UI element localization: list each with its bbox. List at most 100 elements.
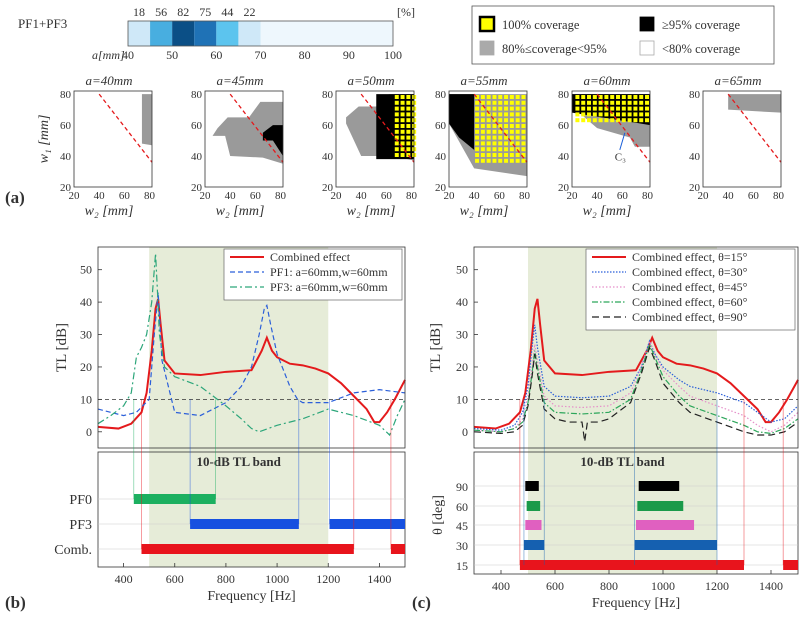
- yellow-cell: [521, 152, 526, 157]
- map-y-tick: 40: [322, 151, 334, 163]
- yellow-cell: [616, 100, 621, 105]
- yellow-cell: [400, 152, 405, 157]
- yellow-cell: [492, 112, 497, 117]
- yellow-cell: [498, 129, 503, 134]
- gray-region: [728, 94, 781, 113]
- strip-cell: [150, 21, 173, 46]
- coverage-legend-label: <80% coverage: [662, 42, 741, 56]
- yellow-cell: [486, 118, 491, 123]
- y-tick-label: 30: [80, 328, 92, 342]
- yellow-cell: [598, 118, 603, 123]
- yellow-cell: [616, 94, 621, 99]
- yellow-cell: [504, 94, 509, 99]
- band-bar: [523, 540, 545, 550]
- map-title: a=40mm: [85, 73, 132, 88]
- map-title: a=65mm: [714, 73, 761, 88]
- yellow-cell: [480, 152, 485, 157]
- yellow-cell: [509, 141, 514, 146]
- map-x-tick: 40: [94, 190, 106, 202]
- yellow-cell: [509, 135, 514, 140]
- coverage-legend-items: 100% coverage ≥95% coverage 80%≤coverage<9…: [478, 15, 741, 56]
- y-tick-label: 20: [80, 360, 92, 374]
- band-bar: [133, 494, 216, 504]
- band-theta-tick: 45: [456, 519, 468, 533]
- x-tick-label: 1400: [759, 579, 783, 593]
- strip-axis-label: a[mm]: [92, 48, 125, 62]
- legend-label: Combined effect, θ=90°: [632, 310, 748, 324]
- legend-swatch-gray: [479, 40, 495, 56]
- yellow-cell: [587, 112, 592, 117]
- yellow-cell: [480, 112, 485, 117]
- yellow-cell: [509, 129, 514, 134]
- yellow-cell: [475, 94, 480, 99]
- yellow-cell: [475, 135, 480, 140]
- yellow-cell: [498, 123, 503, 128]
- y-tick-label: 10: [456, 392, 468, 406]
- map-x-tick: 20: [444, 190, 456, 202]
- coverage-legend-label: ≥95% coverage: [662, 18, 740, 32]
- yellow-cell: [598, 112, 603, 117]
- yellow-cell: [575, 112, 580, 117]
- yellow-cell: [627, 118, 632, 123]
- yellow-cell: [504, 118, 509, 123]
- yellow-cell: [633, 94, 638, 99]
- y-tick-label: 30: [456, 328, 468, 342]
- x-tick-label: 1000: [265, 572, 289, 586]
- map-frame: [448, 90, 528, 188]
- map-x-label: w₂ [mm]: [460, 204, 509, 219]
- yellow-cell: [515, 129, 520, 134]
- yellow-cell: [394, 106, 399, 111]
- coverage-legend-label: 80%≤coverage<95%: [502, 42, 607, 56]
- legend-label: PF3: a=60mm,w=60mm: [270, 280, 388, 294]
- yellow-cell: [610, 118, 615, 123]
- yellow-cell: [475, 129, 480, 134]
- band-bar: [526, 501, 541, 511]
- yellow-cell: [610, 112, 615, 117]
- yellow-cell: [480, 100, 485, 105]
- yellow-cell: [406, 123, 411, 128]
- map-y-tick: 60: [689, 120, 701, 132]
- yellow-cell: [509, 100, 514, 105]
- x-tick-label: 1200: [705, 579, 729, 593]
- map-frame: [702, 90, 782, 188]
- yellow-cell: [610, 106, 615, 111]
- x-axis-label: Frequency [Hz]: [207, 589, 295, 604]
- yellow-cell: [515, 158, 520, 163]
- map-y-tick: 20: [191, 182, 203, 194]
- yellow-cell: [598, 106, 603, 111]
- coverage-legend-label: 100% coverage: [502, 18, 580, 32]
- yellow-cell: [504, 141, 509, 146]
- plot-frame: [473, 246, 799, 449]
- map-x-tick: 40: [592, 190, 604, 202]
- band-title: 10-dB TL band: [580, 454, 665, 469]
- strip-percent-label: 44: [221, 5, 233, 19]
- y-axis-label: TL [dB]: [54, 323, 70, 372]
- yellow-cell: [400, 129, 405, 134]
- map-title: a=45mm: [216, 73, 263, 88]
- yellow-cell: [621, 106, 626, 111]
- yellow-cell: [480, 147, 485, 152]
- map-x-tick: 60: [119, 190, 131, 202]
- series-line: [97, 253, 406, 437]
- legend-swatch-black: [639, 16, 655, 32]
- yellow-cell: [621, 112, 626, 117]
- x-axis-label: Frequency [Hz]: [592, 596, 680, 611]
- yellow-cell: [492, 106, 497, 111]
- band-bar: [634, 540, 717, 550]
- band-row-label: Comb.: [54, 543, 92, 558]
- yellow-cell: [486, 123, 491, 128]
- band-theta-tick: 60: [456, 500, 468, 514]
- strip-a-tick: 40: [122, 48, 134, 62]
- map-y-tick: 80: [60, 89, 72, 101]
- map-y-tick: 20: [689, 182, 701, 194]
- yellow-cell: [521, 141, 526, 146]
- map-x-tick: 80: [406, 190, 418, 202]
- series-line: [97, 298, 406, 430]
- x-tick-label: 600: [166, 572, 184, 586]
- yellow-cell: [504, 123, 509, 128]
- yellow-cell: [400, 94, 405, 99]
- yellow-cell: [486, 158, 491, 163]
- yellow-cell: [598, 100, 603, 105]
- yellow-cell: [475, 158, 480, 163]
- legend-label: Combined effect, θ=30°: [632, 265, 748, 279]
